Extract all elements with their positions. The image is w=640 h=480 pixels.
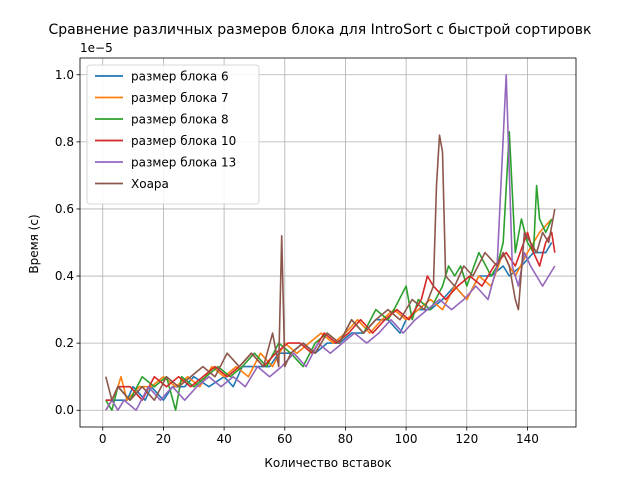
legend-label: размер блока 10 [131,134,236,148]
series-line-3 [105,131,553,412]
x-axis-label: Количество вставок [264,456,391,470]
legend-label: размер блока 7 [131,91,229,105]
y-tick-label: 1.0 [55,68,74,82]
y-tick-label: 0.2 [55,336,74,350]
y-offset-label: 1e−5 [80,41,113,55]
grid [80,58,576,427]
legend-label: Хоара [131,177,169,191]
x-tick-label: 20 [156,432,171,446]
y-axis-label: Время (с) [27,214,41,273]
x-tick-label: 120 [455,432,478,446]
legend: размер блока 6 размер блока 7 размер блока… [86,64,260,205]
series-line-1 [105,242,553,402]
legend-label: размер блока 6 [131,70,229,84]
y-tick-label: 0.6 [55,202,74,216]
axes-frame [79,57,577,428]
legend-box [86,64,260,205]
y-tick-label: 0.0 [55,403,74,417]
legend-label: размер блока 8 [131,113,229,127]
x-tick-label: 80 [338,432,353,446]
series-lines [105,74,556,412]
chart-title: Сравнение различных размеров блока для I… [48,22,591,38]
x-tick-label: 100 [395,432,418,446]
ticks: 0 20 40 60 80 100 120 140 0.0 0.2 0.4 0.6 0.8 1.0 [55,68,539,446]
series-line-6 [105,134,556,402]
legend-label: размер блока 13 [131,156,236,170]
x-tick-label: 140 [516,432,539,446]
x-tick-label: 40 [216,432,231,446]
x-tick-label: 60 [277,432,292,446]
y-tick-label: 0.4 [55,269,74,283]
series-line-4 [105,231,556,402]
series-line-5 [105,74,556,412]
x-tick-label: 0 [99,432,107,446]
y-tick-label: 0.8 [55,135,74,149]
